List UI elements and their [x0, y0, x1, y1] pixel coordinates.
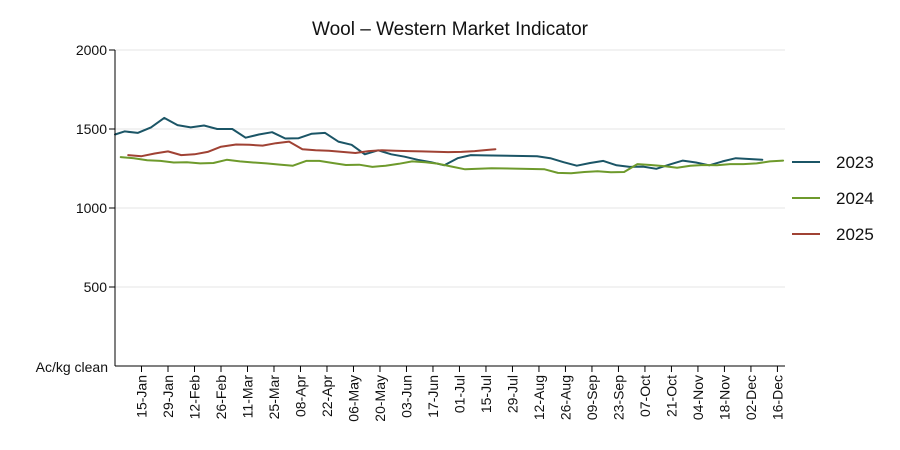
x-tick-label: 08-Apr: [292, 375, 308, 417]
series-line-2025: [127, 140, 497, 158]
y-axis-label: Ac/kg clean: [36, 359, 108, 375]
x-tick-label: 07-Oct: [637, 375, 653, 417]
chart-title: Wool – Western Market Indicator: [312, 19, 589, 40]
x-tick-label: 12-Feb: [186, 375, 202, 420]
legend-label-2025: 2025: [836, 225, 874, 244]
x-tick-label: 12-Aug: [531, 375, 547, 420]
x-tick-label: 26-Aug: [557, 375, 573, 420]
x-tick-label: 25-Mar: [266, 375, 282, 420]
y-axis-ticks: 500 1000 1500 2000: [76, 42, 115, 295]
legend-label-2024: 2024: [836, 189, 874, 208]
x-axis-ticks: 15-Jan 29-Jan 12-Feb 26-Feb 11-Mar 25-Mar 08-A…: [133, 366, 785, 422]
grid-lines: [115, 49, 785, 288]
x-tick-label: 20-May: [372, 375, 388, 422]
legend: 2023 2024 2025: [792, 153, 874, 244]
x-tick-label: 29-Jan: [160, 375, 176, 418]
y-tick-label: 1000: [76, 200, 107, 216]
x-tick-label: 11-Mar: [239, 375, 255, 419]
x-tick-label: 02-Dec: [743, 375, 759, 420]
x-tick-label: 03-Jun: [398, 375, 414, 418]
series-line-2024: [119, 156, 785, 175]
x-tick-label: 15-Jul: [478, 375, 494, 413]
x-tick-label: 26-Feb: [213, 375, 229, 420]
y-tick-label: 2000: [76, 42, 107, 58]
x-tick-label: 09-Sep: [584, 375, 600, 420]
x-tick-label: 15-Jan: [133, 375, 149, 418]
y-tick-label: 500: [84, 279, 108, 295]
x-tick-label: 04-Nov: [690, 375, 706, 420]
x-tick-label: 23-Sep: [610, 375, 626, 420]
x-tick-label: 22-Apr: [319, 375, 335, 417]
series-line-2023: [114, 116, 764, 170]
x-tick-label: 29-Jul: [504, 375, 520, 413]
y-tick-label: 1500: [76, 121, 107, 137]
series-lines: [114, 116, 785, 175]
x-tick-label: 17-Jun: [425, 375, 441, 418]
x-tick-label: 01-Jul: [451, 375, 467, 413]
x-tick-label: 18-Nov: [716, 375, 732, 420]
x-tick-label: 06-May: [345, 375, 361, 422]
legend-label-2023: 2023: [836, 153, 874, 172]
x-tick-label: 16-Dec: [769, 375, 785, 420]
x-tick-label: 21-Oct: [663, 375, 679, 417]
